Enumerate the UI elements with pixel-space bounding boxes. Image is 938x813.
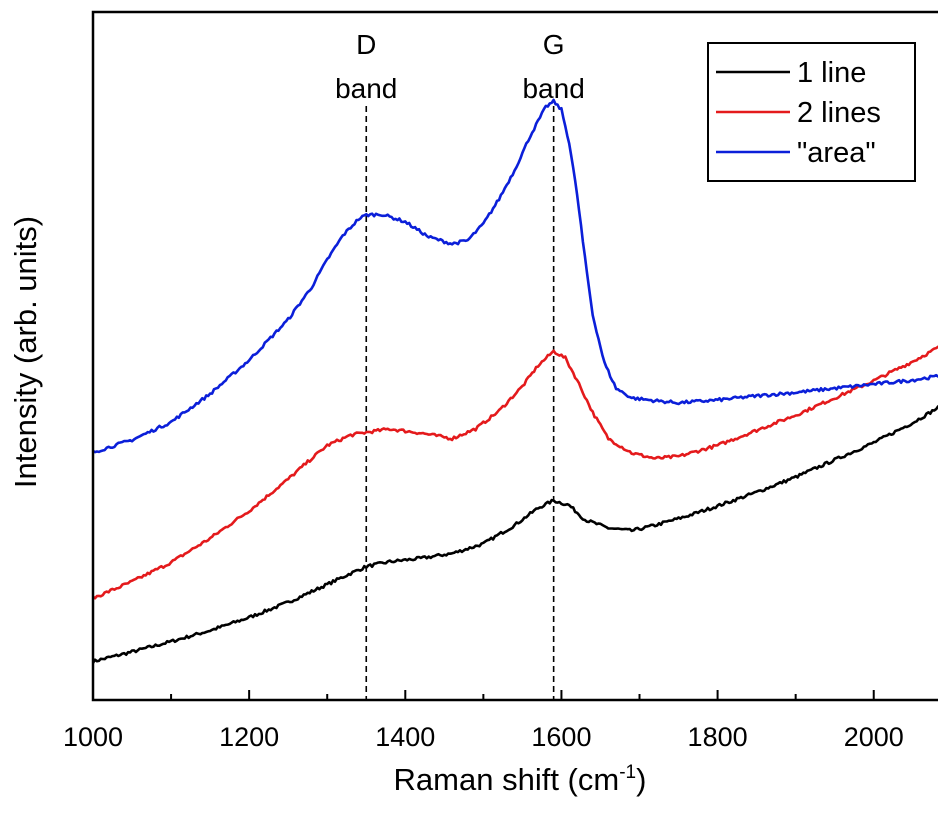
legend: 1 line 2 lines "area" [707,42,916,182]
annotation-lines [365,106,555,700]
plot-frame [91,10,938,702]
legend-box [707,42,916,182]
series-line-2 [92,345,938,600]
series-lines [91,98,938,664]
series-line-1 [91,405,938,664]
x-axis: 1000 1200 1400 1600 1800 2000 [63,690,904,752]
x-tick-label: 1400 [375,722,435,752]
y-axis-label: Intensity (arb. units) [8,216,43,488]
legend-label-3: "area" [797,137,876,169]
x-axis-label: Raman shift (cm-1) [394,762,647,797]
legend-label-2: 2 lines [797,97,881,129]
x-tick-label: 2000 [844,722,904,752]
legend-label-1: 1 line [797,57,866,89]
x-tick-label: 1600 [531,722,591,752]
x-tick-label: 1800 [688,722,748,752]
x-tick-label: 1200 [219,722,279,752]
band-label-bottom: band [522,73,584,104]
series-line-3 [92,98,938,454]
plot-area [91,10,938,702]
legend-items: 1 line 2 lines "area" [716,57,881,169]
band-label-top: D [356,29,376,60]
band-label-bottom: band [335,73,397,104]
x-tick-label: 1000 [63,722,123,752]
band-label-top: G [543,29,565,60]
